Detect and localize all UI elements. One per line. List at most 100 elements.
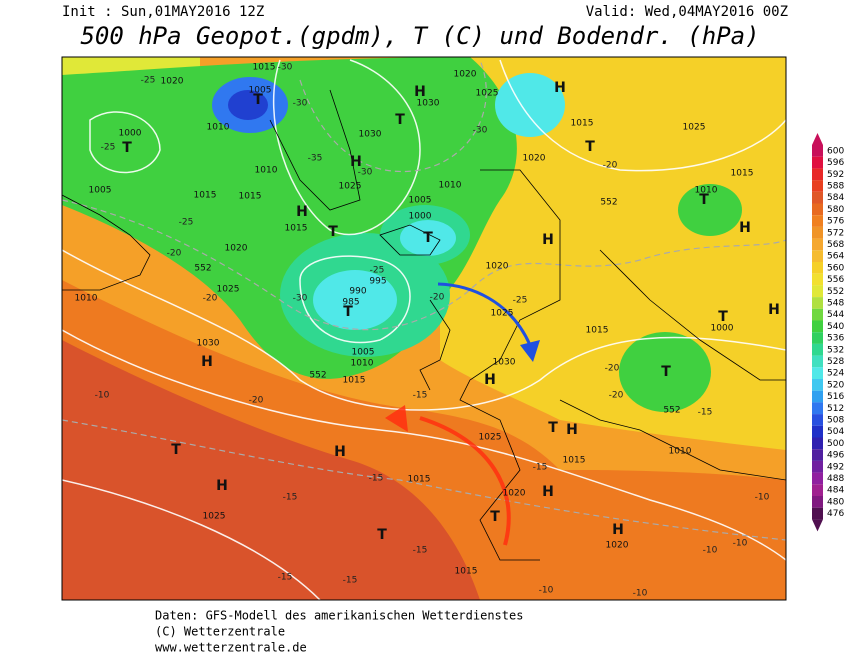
pressure-label: 1015 bbox=[285, 224, 308, 234]
colorbar-cell bbox=[812, 168, 823, 181]
colorbar-cell bbox=[812, 367, 823, 379]
colorbar-cell bbox=[812, 308, 823, 321]
colorbar-label: 520 bbox=[827, 380, 844, 390]
temperature-label: -35 bbox=[308, 154, 323, 164]
temperature-label: -30 bbox=[278, 63, 293, 73]
centers-label: T bbox=[253, 92, 263, 108]
pressure-label: 1020 bbox=[225, 244, 248, 254]
centers-label: T bbox=[171, 442, 181, 458]
pressure-label: 1015 bbox=[408, 475, 431, 485]
pressure-label: 1010 bbox=[207, 123, 230, 133]
temperature-label: -30 bbox=[473, 126, 488, 136]
temperature-label: -20 bbox=[167, 249, 182, 259]
pressure-label: 1010 bbox=[669, 447, 692, 457]
map-frame bbox=[61, 56, 787, 601]
temperature-label: -10 bbox=[95, 391, 110, 401]
temperature-label: -30 bbox=[358, 168, 373, 178]
pressure-label: 1020 bbox=[486, 262, 509, 272]
temperature-label: -15 bbox=[283, 493, 298, 503]
pressure-label: 1025 bbox=[203, 512, 226, 522]
pressure-label: 1020 bbox=[454, 70, 477, 80]
colorbar-top-arrow bbox=[812, 133, 823, 145]
colorbar-cell bbox=[812, 355, 823, 368]
colorbar-cell bbox=[812, 460, 823, 473]
temperature-label: -25 bbox=[179, 218, 194, 228]
temperature-label: -15 bbox=[533, 463, 548, 473]
colorbar-cell bbox=[812, 145, 823, 157]
centers-label: H bbox=[484, 372, 496, 388]
pressure-label: 1000 bbox=[119, 129, 142, 139]
colorbar-bottom-arrow bbox=[812, 519, 823, 532]
pressure-label: 1020 bbox=[523, 154, 546, 164]
temperature-label: -25 bbox=[513, 296, 528, 306]
geopot-label: 552 bbox=[194, 264, 211, 274]
colorbar-label: 572 bbox=[827, 228, 844, 238]
colorbar-label: 516 bbox=[827, 392, 844, 402]
temperature-label: -30 bbox=[293, 99, 308, 109]
footer-data: Daten: GFS-Modell des amerikanischen Wet… bbox=[155, 609, 523, 623]
colorbar-label: 480 bbox=[827, 497, 844, 507]
colorbar-cell bbox=[812, 180, 823, 192]
footer-url: www.wetterzentrale.de bbox=[155, 641, 307, 655]
colorbar-cell bbox=[812, 285, 823, 298]
pressure-label: 1010 bbox=[75, 294, 98, 304]
temperature-label: -30 bbox=[293, 294, 308, 304]
pressure-label: 1025 bbox=[476, 89, 499, 99]
colorbar-cell bbox=[812, 191, 823, 204]
colorbar-cell bbox=[812, 425, 823, 438]
temperature-label: -15 bbox=[278, 573, 293, 583]
temperature-label: -15 bbox=[343, 576, 358, 586]
colorbar-cell bbox=[812, 156, 823, 169]
colorbar-cell bbox=[812, 402, 823, 415]
pressure-label: 1005 bbox=[352, 348, 375, 358]
colorbar-label: 544 bbox=[827, 310, 844, 320]
temperature-label: -10 bbox=[703, 546, 718, 556]
pressure-label: 1010 bbox=[255, 166, 278, 176]
colorbar-label: 500 bbox=[827, 439, 844, 449]
pressure-label: 1015 bbox=[239, 192, 262, 202]
centers-label: T bbox=[661, 364, 671, 380]
pressure-label: 1000 bbox=[409, 212, 432, 222]
temperature-label: -20 bbox=[430, 293, 445, 303]
geopot-label: 552 bbox=[663, 406, 680, 416]
colorbar-label: 560 bbox=[827, 263, 844, 273]
colorbar-label: 600 bbox=[827, 146, 844, 156]
colorbar-cell bbox=[812, 449, 823, 461]
pressure-label: 1005 bbox=[409, 196, 432, 206]
colorbar-cell bbox=[812, 414, 823, 426]
colorbar-label: 556 bbox=[827, 275, 844, 285]
pressure-label: 1030 bbox=[197, 339, 220, 349]
colorbar-cell bbox=[812, 379, 823, 391]
colorbar-label: 596 bbox=[827, 158, 844, 168]
colorbar-cell bbox=[812, 496, 823, 508]
colorbar-cell bbox=[812, 297, 823, 309]
colorbar-cell bbox=[812, 262, 823, 274]
pressure-label: 985 bbox=[342, 298, 359, 308]
centers-label: H bbox=[542, 232, 554, 248]
pressure-label: 1030 bbox=[359, 130, 382, 140]
temperature-label: -10 bbox=[633, 589, 648, 599]
pressure-label: 1025 bbox=[683, 123, 706, 133]
centers-label: H bbox=[334, 444, 346, 460]
centers-label: T bbox=[328, 224, 338, 240]
centers-label: T bbox=[343, 304, 353, 320]
init-time: Init : Sun,01MAY2016 12Z bbox=[62, 4, 264, 20]
pressure-label: 1020 bbox=[503, 489, 526, 499]
colorbar-cell bbox=[812, 472, 823, 485]
centers-label: T bbox=[585, 139, 595, 155]
colorbar-label: 592 bbox=[827, 170, 844, 180]
colorbar-label: 496 bbox=[827, 451, 844, 461]
centers-label: T bbox=[699, 192, 709, 208]
centers-label: T bbox=[122, 140, 132, 156]
pressure-label: 1015 bbox=[731, 169, 754, 179]
colorbar-label: 588 bbox=[827, 181, 844, 191]
colorbar-label: 564 bbox=[827, 252, 844, 262]
pressure-label: 1015 bbox=[455, 567, 478, 577]
colorbar-cell bbox=[812, 320, 823, 333]
centers-label: H bbox=[201, 354, 213, 370]
colorbar-cell bbox=[812, 238, 823, 251]
centers-label: H bbox=[612, 522, 624, 538]
colorbar-label: 512 bbox=[827, 404, 844, 414]
